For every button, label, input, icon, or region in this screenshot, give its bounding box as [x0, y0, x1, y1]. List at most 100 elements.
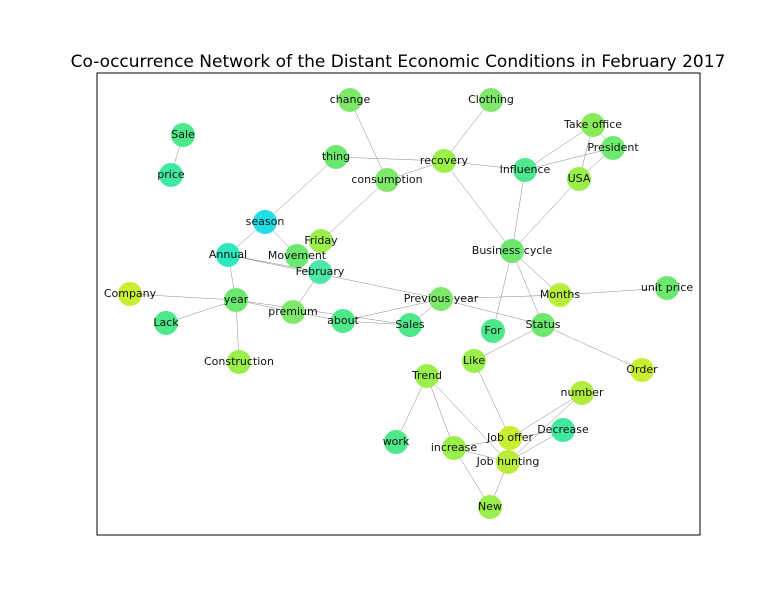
node-label: Sales — [395, 318, 425, 331]
node-label: consumption — [351, 173, 422, 186]
node-label: unit price — [641, 281, 693, 294]
node-label: Sale — [171, 128, 195, 141]
node — [496, 450, 520, 474]
node-label: Job offer — [486, 431, 534, 444]
node-label: Like — [463, 354, 485, 367]
node — [159, 163, 183, 187]
node-label: number — [561, 386, 604, 399]
node — [375, 168, 399, 192]
edge — [342, 298, 442, 322]
node — [154, 311, 178, 335]
node — [462, 349, 486, 373]
edge — [511, 250, 544, 326]
edge — [443, 160, 526, 171]
node-label: Friday — [304, 234, 338, 247]
node-label: USA — [568, 172, 591, 185]
node — [500, 239, 524, 263]
node-label: increase — [431, 441, 478, 454]
edge — [443, 99, 492, 162]
edge — [511, 169, 526, 252]
edge — [395, 375, 428, 443]
node — [570, 381, 594, 405]
node-label: work — [383, 435, 410, 448]
title: Co-occurrence Network of the Distant Eco… — [71, 52, 726, 72]
edge — [227, 254, 442, 300]
node — [338, 88, 362, 112]
edge — [264, 156, 337, 223]
edge — [473, 360, 511, 439]
node — [551, 418, 575, 442]
node — [581, 113, 605, 137]
edge — [443, 160, 513, 252]
node — [384, 430, 408, 454]
edge — [524, 124, 594, 171]
node-label: Company — [104, 287, 157, 300]
node-label: thing — [322, 150, 350, 163]
edge — [524, 147, 614, 171]
node — [285, 244, 309, 268]
node — [118, 282, 142, 306]
node-label: Lack — [153, 316, 179, 329]
node-label: Business cycle — [472, 244, 553, 257]
node — [216, 243, 240, 267]
edge — [335, 156, 445, 162]
node — [324, 145, 348, 169]
edge — [511, 178, 580, 252]
node — [548, 283, 572, 307]
node — [481, 319, 505, 343]
edge — [473, 324, 544, 362]
node-label: Decrease — [537, 423, 589, 436]
node — [601, 136, 625, 160]
node-label: Months — [540, 288, 580, 301]
node-label: Annual — [209, 248, 247, 261]
node-label: change — [330, 93, 371, 106]
node — [432, 149, 456, 173]
node — [531, 313, 555, 337]
frame — [96, 72, 701, 536]
edge — [165, 299, 237, 324]
node — [281, 300, 305, 324]
node-label: Influence — [500, 163, 551, 176]
edge — [235, 299, 411, 326]
node-label: premium — [268, 305, 318, 318]
node-label: New — [478, 500, 502, 513]
node — [442, 436, 466, 460]
node — [415, 364, 439, 388]
edge — [440, 294, 561, 300]
node — [224, 288, 248, 312]
edge — [440, 298, 544, 326]
node-label: Trend — [411, 369, 442, 382]
edge — [426, 375, 509, 463]
node — [171, 123, 195, 147]
node — [498, 426, 522, 450]
node-label: Movement — [268, 249, 327, 262]
node — [308, 260, 332, 284]
edge — [492, 250, 513, 332]
nodes: change Clothing Sale Take office President th… — [104, 88, 693, 519]
node-label: Clothing — [468, 93, 514, 106]
node — [478, 495, 502, 519]
edge — [320, 179, 388, 242]
node-label: Status — [525, 318, 560, 331]
node — [479, 88, 503, 112]
node — [398, 313, 422, 337]
node-label: For — [484, 324, 502, 337]
node — [513, 158, 537, 182]
node-label: Take office — [563, 118, 622, 131]
node — [567, 167, 591, 191]
node-label: recovery — [420, 154, 469, 167]
node-label: Previous year — [404, 292, 479, 305]
node-label: price — [157, 168, 185, 181]
node — [630, 358, 654, 382]
node — [655, 276, 679, 300]
edge — [509, 392, 583, 439]
node-label: Job hunting — [476, 455, 540, 468]
node-label: President — [587, 141, 639, 154]
node-label: Order — [626, 363, 658, 376]
node-label: season — [246, 215, 285, 228]
edge — [507, 392, 583, 463]
edge — [542, 324, 643, 371]
edge — [227, 254, 321, 273]
node-label: February — [296, 265, 345, 278]
